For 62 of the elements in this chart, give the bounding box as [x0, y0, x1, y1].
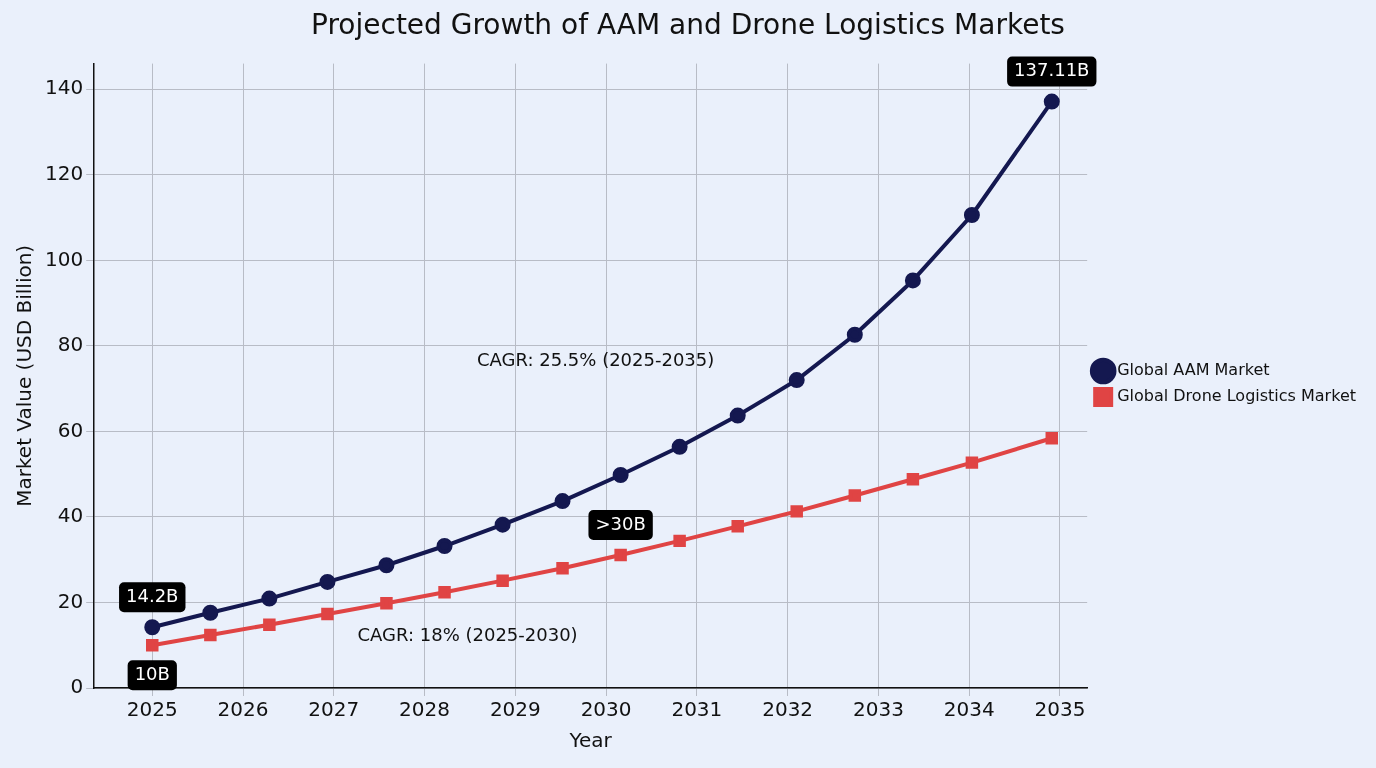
point: [1043, 93, 1060, 110]
y-tick-label: 100: [44, 246, 84, 271]
point: [788, 372, 805, 389]
point: [554, 493, 571, 510]
point: [204, 628, 217, 642]
x-tick-label: 2031: [671, 697, 723, 722]
point: [906, 473, 920, 486]
point: [729, 407, 746, 424]
point: [963, 207, 980, 223]
y-tick-label: 40: [57, 503, 84, 528]
point: [1045, 432, 1059, 445]
chart-title: Projected Growth of AAM and Drone Logistics Markets: [311, 8, 1065, 42]
point: [494, 516, 511, 533]
point: [202, 604, 219, 621]
x-tick-label: 2025: [126, 697, 178, 722]
point: [321, 607, 334, 621]
x-tick-label: 2030: [580, 697, 632, 722]
annotation: CAGR: 18% (2025-2030): [357, 624, 578, 646]
point: [261, 590, 278, 607]
x-tick-label: 2029: [489, 697, 541, 722]
x-tick-label: 2027: [308, 697, 360, 722]
y-tick-label: 0: [70, 674, 84, 699]
annotation: 137.11B: [1014, 59, 1090, 81]
x-tick-label: 2028: [399, 697, 451, 722]
point: [263, 618, 276, 631]
y-tick-label: 20: [57, 588, 84, 613]
point: [556, 562, 569, 575]
point: [614, 548, 627, 562]
point: [731, 520, 744, 533]
point: [436, 538, 453, 555]
legend-label: Global Drone Logistics Market: [1117, 386, 1356, 406]
y-tick-label: 80: [57, 332, 84, 357]
point: [848, 489, 862, 502]
point: [790, 505, 803, 518]
point: [965, 456, 979, 469]
point: [438, 585, 451, 599]
point: [846, 326, 863, 343]
annotation: CAGR: 25.5% (2025-2035): [476, 349, 715, 371]
y-tick-label: 120: [44, 161, 84, 185]
point: [144, 619, 161, 636]
point: [904, 272, 921, 289]
y-tick-label: 60: [57, 417, 84, 442]
point: [671, 438, 688, 455]
x-tick-label: 2026: [217, 697, 269, 722]
point: [380, 597, 393, 610]
point: [612, 467, 629, 484]
y-axis-title: Market Value (USD Billion): [12, 244, 37, 507]
annotation: 10B: [134, 662, 170, 684]
x-tick-label: 2035: [1034, 697, 1086, 722]
point: [378, 557, 395, 574]
annotation: 14.2B: [126, 584, 179, 606]
legend-label: Global AAM Market: [1117, 360, 1270, 380]
x-tick-label: 2032: [762, 697, 814, 722]
annotation: >30B: [595, 512, 646, 534]
point: [319, 573, 336, 590]
point: [146, 638, 159, 652]
x-tick-label: 2034: [943, 697, 995, 722]
x-tick-label: 2033: [852, 697, 904, 722]
y-tick-label: 140: [44, 75, 84, 100]
point: [673, 534, 686, 548]
x-axis-title: Year: [568, 728, 613, 753]
point: [496, 574, 509, 587]
